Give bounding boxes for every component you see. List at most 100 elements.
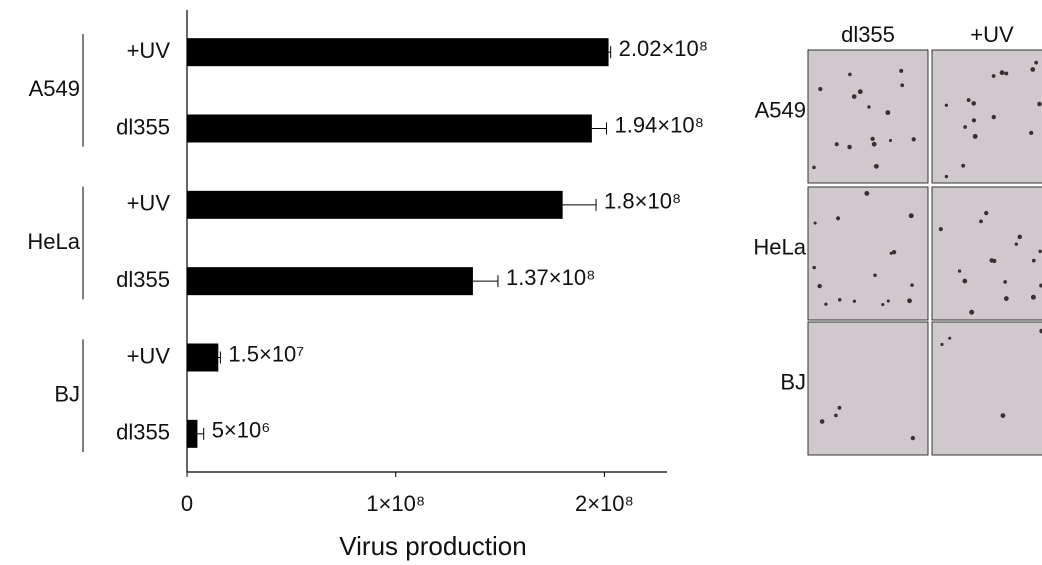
plaque <box>818 87 822 91</box>
plaque <box>1004 296 1009 301</box>
category-label: +UV <box>127 38 171 63</box>
plaque <box>864 191 869 196</box>
plaque <box>847 145 852 150</box>
plaque <box>824 303 827 306</box>
category-label: dl355 <box>116 420 170 445</box>
plaque <box>1003 280 1007 284</box>
plaque <box>838 298 841 301</box>
plaque <box>838 406 842 410</box>
plaque <box>909 213 914 218</box>
plaque <box>972 118 976 122</box>
category-label: dl355 <box>116 267 170 292</box>
plaque <box>912 137 916 141</box>
plaque <box>889 139 892 142</box>
plaque <box>910 283 914 287</box>
value-label: 1.5×10⁷ <box>228 341 304 366</box>
category-label: dl355 <box>116 114 170 139</box>
plaque <box>971 101 976 106</box>
plaque <box>1032 259 1036 263</box>
plaque <box>1031 295 1036 300</box>
row-label: A549 <box>755 97 806 122</box>
plaque-image <box>808 322 928 455</box>
group-label: BJ <box>54 381 80 406</box>
plaque <box>945 175 948 178</box>
row-label: HeLa <box>753 234 806 259</box>
plaque <box>911 436 915 440</box>
plaque <box>945 104 948 107</box>
plaque-image <box>932 50 1042 183</box>
bar <box>187 38 609 66</box>
plaque <box>984 211 988 215</box>
plaque-image <box>932 322 1042 455</box>
plaque <box>1029 131 1033 135</box>
category-label: +UV <box>127 191 171 216</box>
plaque <box>963 125 967 129</box>
plaque <box>969 310 974 315</box>
value-label: 1.94×10⁸ <box>614 112 703 137</box>
bar <box>187 191 563 219</box>
plaque <box>887 300 890 303</box>
plaque <box>1030 67 1035 72</box>
x-tick-label: 1×10⁸ <box>366 491 425 516</box>
plaque <box>814 221 817 224</box>
plaque <box>1037 102 1041 106</box>
group-label: HeLa <box>27 229 80 254</box>
plaque <box>1038 250 1041 253</box>
bar <box>187 420 197 448</box>
row-label: BJ <box>780 369 806 394</box>
plaque <box>940 343 943 346</box>
plaque <box>870 137 874 141</box>
plaque <box>874 164 879 169</box>
x-tick-label: 2×10⁸ <box>575 491 634 516</box>
value-label: 2.02×10⁸ <box>619 36 708 61</box>
plaque <box>836 216 840 220</box>
bar <box>187 344 218 372</box>
plaque <box>853 300 856 303</box>
plaque <box>834 414 838 418</box>
bar <box>187 267 473 295</box>
plaque <box>962 279 967 284</box>
plaque <box>948 337 951 340</box>
group-label: A549 <box>29 76 80 101</box>
plaque <box>867 105 870 108</box>
plaque <box>873 273 877 277</box>
x-axis-label: Virus production <box>339 531 526 561</box>
plaque <box>979 219 983 223</box>
plaque <box>1001 413 1006 418</box>
x-tick-label: 0 <box>181 491 193 516</box>
category-label: +UV <box>127 343 171 368</box>
plaque <box>958 269 961 272</box>
plaque <box>885 110 890 115</box>
value-label: 1.8×10⁸ <box>604 189 681 214</box>
plaque <box>835 142 839 146</box>
plaque <box>1015 242 1018 245</box>
plaque <box>1004 71 1008 75</box>
plaque <box>907 298 912 303</box>
plaque <box>858 89 863 94</box>
plaque <box>900 83 904 87</box>
plaque <box>1018 235 1023 240</box>
figure: Virus production 0 1×10⁸ 2×10⁸ +UV 2.02×10⁸ d… <box>0 0 1042 565</box>
plaque <box>881 303 884 306</box>
plaque <box>973 134 978 139</box>
value-label: 1.37×10⁸ <box>506 265 595 290</box>
plaque <box>852 94 857 99</box>
plaque <box>992 115 996 119</box>
plaque <box>967 98 971 102</box>
plaque <box>872 142 877 147</box>
plaque <box>812 166 816 170</box>
bar <box>187 115 592 143</box>
plaque <box>848 73 852 77</box>
plaque <box>812 266 815 269</box>
plaque <box>820 419 825 424</box>
plaque <box>1000 70 1005 75</box>
plaque-image <box>932 187 1042 320</box>
plaque <box>890 252 893 255</box>
plaque-image <box>808 50 928 183</box>
column-label: +UV <box>970 22 1014 47</box>
plaque <box>899 69 903 73</box>
plaque <box>817 284 821 288</box>
column-label: dl355 <box>841 22 895 47</box>
plaque <box>1034 61 1038 65</box>
plaque <box>992 74 996 78</box>
